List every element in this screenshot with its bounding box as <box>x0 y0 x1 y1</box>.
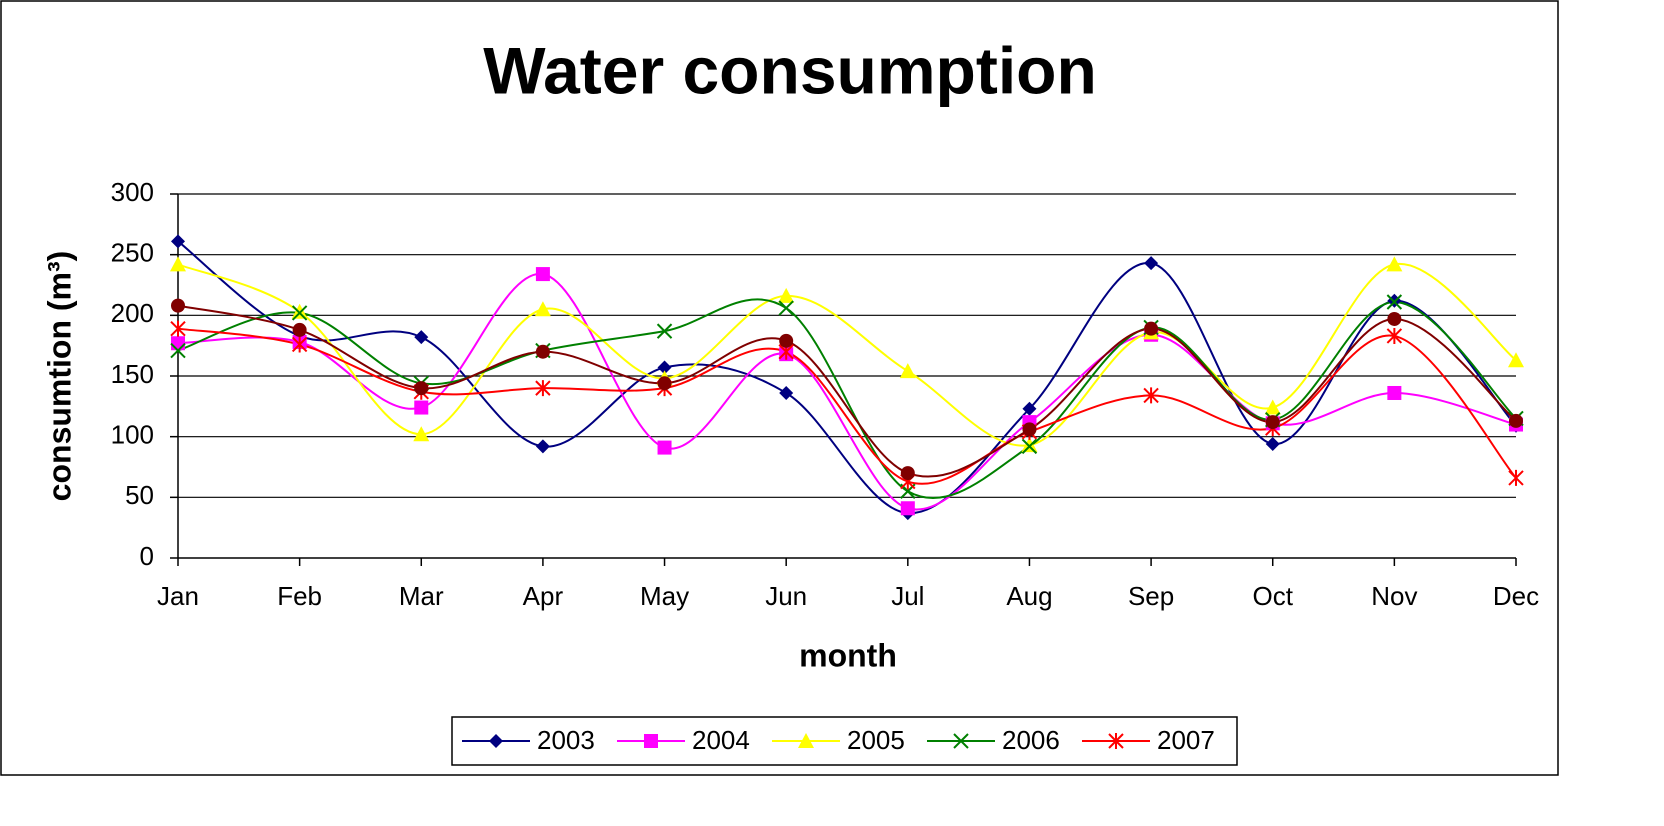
marker <box>1143 387 1159 404</box>
marker <box>1022 422 1037 437</box>
marker <box>644 734 658 748</box>
marker <box>170 256 186 272</box>
marker <box>414 330 429 345</box>
marker <box>1264 399 1281 415</box>
marker <box>778 300 794 316</box>
x-tick-label: Oct <box>1253 581 1294 611</box>
chart-title: Water consumption <box>483 33 1097 107</box>
marker <box>899 363 916 379</box>
marker <box>656 323 673 339</box>
marker <box>1108 733 1124 749</box>
marker <box>1144 321 1159 336</box>
legend-label: 2006 <box>1002 725 1060 755</box>
marker <box>657 376 672 391</box>
x-tick-label: Jan <box>157 581 199 611</box>
marker <box>291 303 308 319</box>
x-tick-label: Nov <box>1371 581 1417 611</box>
marker <box>1021 438 1038 455</box>
legend-label: 2005 <box>847 725 905 755</box>
marker <box>171 234 185 249</box>
y-tick-label: 0 <box>140 541 154 571</box>
marker <box>779 333 794 348</box>
marker <box>535 439 550 454</box>
x-axis-label: month <box>799 637 897 673</box>
marker <box>657 440 672 455</box>
marker <box>1386 294 1403 310</box>
x-tick-label: Feb <box>277 581 322 611</box>
marker <box>1265 415 1280 430</box>
marker <box>900 501 915 516</box>
marker <box>1508 469 1524 486</box>
x-tick-label: Aug <box>1006 581 1052 611</box>
marker <box>1509 413 1523 428</box>
marker <box>953 733 969 749</box>
marker <box>1021 437 1038 453</box>
marker <box>170 320 186 337</box>
marker <box>534 301 551 317</box>
y-tick-label: 50 <box>125 480 154 510</box>
marker <box>657 360 672 375</box>
x-tick-label: Dec <box>1493 581 1539 611</box>
marker <box>291 305 308 321</box>
marker <box>1265 436 1280 451</box>
marker <box>1387 311 1402 326</box>
marker <box>779 385 794 400</box>
marker <box>292 322 307 337</box>
marker <box>171 298 185 313</box>
marker <box>171 336 185 351</box>
marker <box>1386 256 1403 272</box>
marker <box>535 380 551 397</box>
y-tick-label: 250 <box>111 238 154 268</box>
marker <box>170 342 186 359</box>
marker <box>414 381 429 396</box>
marker <box>1144 256 1159 271</box>
y-axis-label: consumtion (m³) <box>41 251 77 502</box>
marker <box>489 734 503 748</box>
marker <box>798 733 814 748</box>
x-tick-label: Jun <box>765 581 807 611</box>
marker <box>535 344 550 359</box>
x-tick-label: Apr <box>523 581 564 611</box>
marker <box>1387 385 1402 400</box>
legend-label: 2004 <box>692 725 750 755</box>
marker <box>1022 401 1037 416</box>
x-tick-label: Mar <box>399 581 444 611</box>
y-tick-label: 150 <box>111 359 154 389</box>
marker <box>1386 327 1403 344</box>
marker <box>413 426 430 442</box>
y-tick-label: 200 <box>111 298 154 328</box>
marker <box>414 400 429 415</box>
y-tick-label: 300 <box>111 177 154 207</box>
marker <box>1508 352 1524 368</box>
marker <box>900 466 915 481</box>
marker <box>291 336 308 353</box>
x-tick-label: Sep <box>1128 581 1174 611</box>
x-tick-label: Jul <box>891 581 924 611</box>
legend-label: 2003 <box>537 725 595 755</box>
marker <box>778 287 795 303</box>
x-tick-label: May <box>640 581 689 611</box>
y-tick-label: 100 <box>111 420 154 450</box>
legend-label: 2007 <box>1157 725 1215 755</box>
marker <box>535 267 550 282</box>
